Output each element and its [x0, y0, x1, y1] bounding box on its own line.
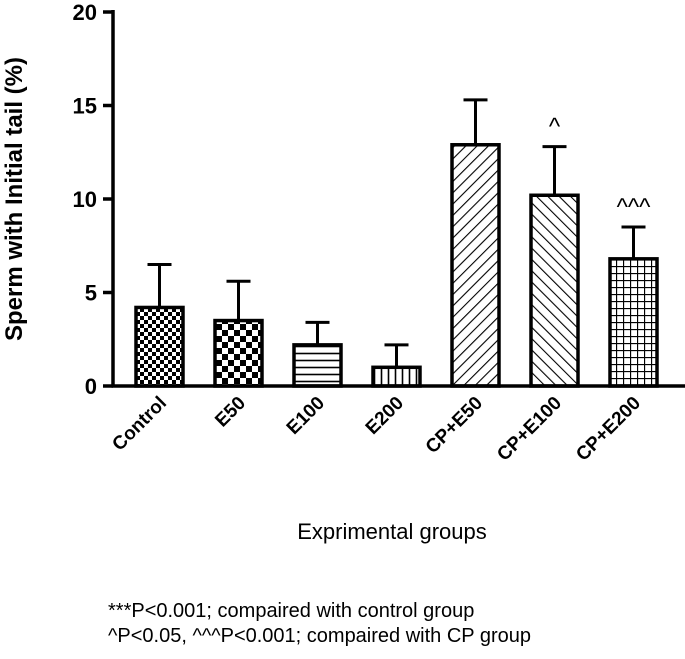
x-tick-label-cp-e200: CP+E200	[572, 393, 645, 466]
x-tick-label-e50: E50	[211, 393, 250, 432]
x-axis-title: Exprimental groups	[297, 519, 487, 544]
bar-cp-e100	[529, 193, 580, 388]
bar-e50	[213, 318, 264, 388]
axes-layer	[103, 10, 685, 388]
significance-label-cp-e200: ^^^	[617, 194, 652, 221]
y-axis-title: Sperm with Initial tail (%)	[1, 57, 28, 341]
bar-control	[134, 305, 185, 388]
labels-layer: Control E50 E100 E200 CP+E50 ^ CP+E100 ^^^ CP+E2…	[1, 0, 652, 544]
x-tick-label-e100: E100	[283, 393, 329, 439]
bar-cp-e50	[450, 143, 501, 388]
bar-cp-e200	[608, 257, 659, 388]
y-tick-label-0: 0	[85, 374, 97, 399]
y-tick-label-5: 5	[85, 281, 97, 306]
bar-chart: Control E50 E100 E200 CP+E50 ^ CP+E100 ^^^ CP+E2…	[1, 0, 685, 544]
y-tick-label-15: 15	[73, 94, 97, 119]
footnote-cp-significance: ^P<0.05, ^^^P<0.001; compaired with CP g…	[108, 625, 531, 647]
x-tick-label-e200: E200	[362, 393, 408, 439]
x-tick-label-cp-e50: CP+E50	[422, 393, 487, 458]
significance-label-cp-e100: ^	[549, 114, 561, 141]
footnote-control-significance: ***P<0.001; compaired with control group	[108, 600, 475, 622]
x-tick-label-control: Control	[108, 393, 171, 456]
x-tick-label-cp-e100: CP+E100	[493, 393, 566, 466]
y-tick-label-20: 20	[73, 0, 97, 25]
bar-e200	[371, 365, 422, 388]
y-tick-label-10: 10	[73, 187, 97, 212]
bar-e100	[292, 343, 343, 388]
bars-layer	[134, 98, 659, 388]
